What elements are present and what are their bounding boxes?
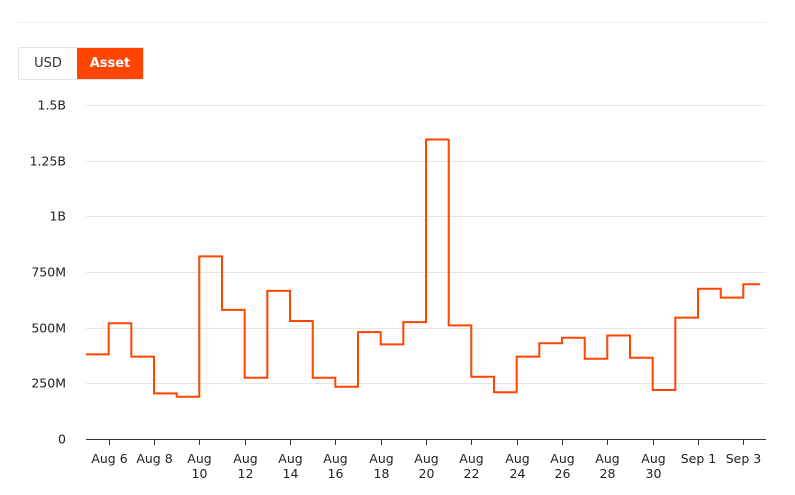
x-tick-label: Aug 16 [323,451,347,481]
asset-button[interactable]: Asset [77,48,143,79]
x-tick-label: Aug 24 [505,451,529,481]
x-tick-label-line: Aug [550,451,574,466]
x-tick-label-line: Aug [233,451,257,466]
x-tick-label-line: Aug [414,451,438,466]
x-tick-label: Aug 6 [91,451,127,466]
x-tick-label: Sep 3 [726,451,762,466]
x-tick-label-line: 16 [328,466,344,481]
x-tick-label: Aug 8 [136,451,172,466]
usd-button[interactable]: USD [19,48,77,79]
x-tick-label-line: Aug [187,451,211,466]
x-tick-label: Aug 20 [414,451,438,481]
x-tick-label-line: 28 [600,466,616,481]
y-tick-label: 1B [49,209,66,224]
x-tick-label-line: 10 [192,466,208,481]
x-tick-label-line: 24 [510,466,526,481]
y-tick-label: 750M [31,265,66,280]
x-tick-label-line: Aug [459,451,483,466]
x-tick-label-line: Sep 3 [726,451,762,466]
x-tick-label: Aug 26 [550,451,574,481]
x-tick-label-line: Aug 6 [91,451,127,466]
x-tick-label: Aug 28 [595,451,619,481]
y-tick-label: 1.25B [30,154,66,169]
x-tick-label: Aug 18 [369,451,393,481]
x-tick-label-line: 30 [646,466,662,481]
x-tick-label-line: 12 [238,466,254,481]
y-tick-label: 500M [31,321,66,336]
x-tick-label-line: Aug [369,451,393,466]
y-tick-label: 0 [58,432,66,447]
x-tick-label: Sep 1 [681,451,717,466]
top-divider [18,22,766,23]
x-tick-label: Aug 10 [187,451,211,481]
x-tick-label-line: Aug [278,451,302,466]
x-tick-label: Aug 30 [641,451,665,481]
x-tick-label: Aug 22 [459,451,483,481]
x-tick-label-line: 18 [374,466,390,481]
currency-toggle: USD Asset [18,47,144,80]
x-tick-label: Aug 14 [278,451,302,481]
x-tick-label-line: 22 [464,466,480,481]
x-tick-label-line: 14 [283,466,299,481]
y-tick-label: 1.5B [38,98,66,113]
y-tick-label: 250M [31,376,66,391]
x-tick-label: Aug 12 [233,451,257,481]
x-tick-label-line: Sep 1 [681,451,717,466]
x-tick-label-line: Aug [505,451,529,466]
x-tick-label-line: 20 [419,466,435,481]
x-tick-label-line: Aug [641,451,665,466]
x-tick-label-line: Aug 8 [136,451,172,466]
x-tick-label-line: 26 [555,466,571,481]
x-tick-label-line: Aug [595,451,619,466]
x-tick-label-line: Aug [323,451,347,466]
series-line [86,138,760,398]
